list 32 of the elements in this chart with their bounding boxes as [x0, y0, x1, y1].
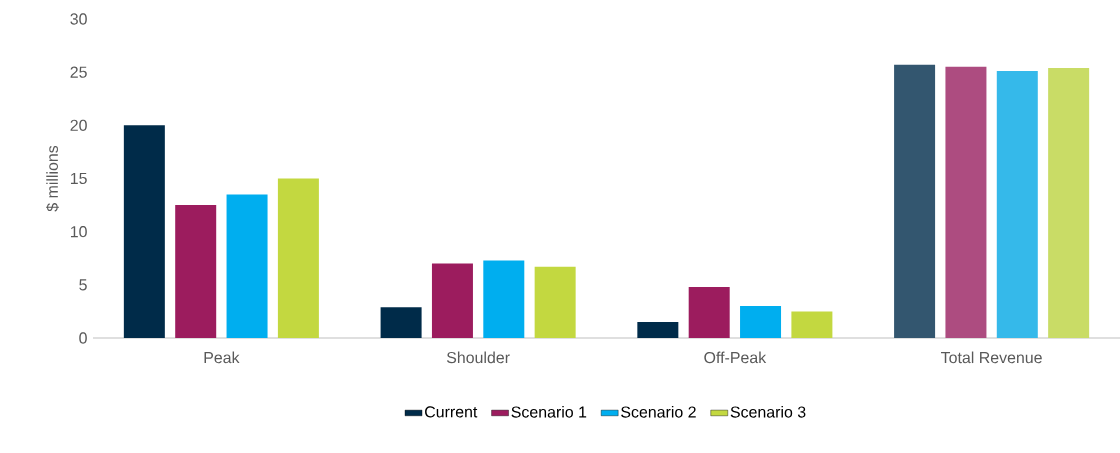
bar	[175, 205, 217, 338]
y-tick-label: 25	[70, 66, 87, 78]
bar	[534, 266, 576, 338]
y-tick-label: 10	[70, 226, 87, 238]
bar	[1048, 67, 1090, 338]
legend-label: Scenario 3	[730, 405, 806, 418]
bar	[483, 260, 525, 338]
legend-label: Current	[425, 406, 478, 418]
x-tick-label: Total Revenue	[941, 351, 1042, 364]
bar	[226, 194, 268, 338]
bar	[791, 311, 833, 338]
y-tick-label: 0	[79, 332, 87, 344]
bar	[996, 71, 1038, 338]
bar	[380, 307, 422, 338]
x-tick-label: Shoulder	[446, 351, 510, 364]
bar	[277, 178, 319, 338]
y-tick-label: 15	[70, 172, 87, 185]
legend-label: Scenario 2	[621, 405, 696, 418]
y-axis-title: $ millions	[46, 145, 59, 212]
legend-label: Scenario 1	[511, 405, 587, 418]
y-tick-label: 30	[70, 13, 87, 25]
bar	[945, 66, 987, 338]
bar	[431, 263, 473, 338]
bar	[637, 322, 679, 338]
x-tick-label: Peak	[204, 351, 240, 364]
bar	[688, 286, 730, 338]
y-tick-label: 20	[70, 119, 87, 131]
bar	[740, 306, 782, 338]
bar	[894, 64, 936, 338]
y-tick-label: 5	[79, 279, 87, 291]
bar	[123, 125, 165, 338]
x-tick-label: Off-Peak	[704, 351, 767, 364]
